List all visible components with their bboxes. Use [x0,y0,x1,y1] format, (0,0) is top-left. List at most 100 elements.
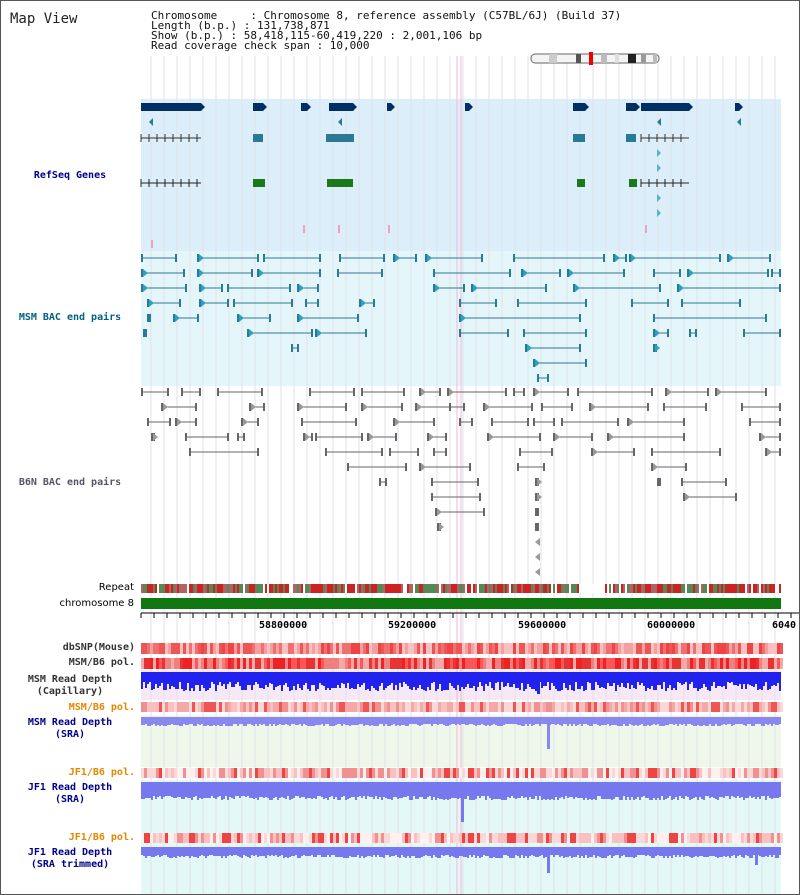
depth-bar [367,717,369,725]
repeat-segment [263,584,265,593]
bac-end [779,284,781,292]
depth-bar [191,717,193,724]
heat-cell [738,658,741,669]
heat-cell [270,643,273,654]
refseq-genes-label[interactable]: RefSeq Genes [33,170,107,181]
depth-bar [765,672,767,682]
depth-bar [357,782,359,797]
depth-bar [461,717,463,724]
heat-cell [210,643,213,654]
depth-bar [495,847,497,858]
repeat-segment [691,584,693,593]
heat-cell [435,833,438,843]
heat-cell [696,702,699,712]
heat-cell [777,643,780,654]
depth-bar [429,782,431,796]
heat-cell [657,768,660,778]
heat-cell [654,768,657,778]
heat-cell [204,833,207,843]
repeat-segment [477,584,479,593]
heat-cell [396,833,399,843]
depth-bar [341,847,343,857]
heat-cell [483,658,486,669]
depth-bar [731,717,733,726]
depth-bar [287,847,289,858]
depth-bar [429,847,431,856]
heat-cell [648,658,651,669]
repeat-segment [193,584,195,593]
repeat-segment [655,584,657,593]
heat-cell [507,768,510,778]
depth-bar [241,847,243,858]
depth-bar [641,672,643,683]
heat-cell [621,643,624,654]
depth-bar [325,782,327,798]
heat-cell [171,768,174,778]
depth-bar [199,717,201,725]
heat-cell [234,658,237,669]
depth-bar [519,672,521,690]
depth-bar [691,672,693,682]
depth-bar [277,672,279,686]
depth-bar [169,782,171,796]
depth-bar [469,672,471,688]
heat-cell [270,768,273,778]
heat-cell [303,702,306,712]
bac-end [445,433,447,441]
bac-end [681,478,683,486]
depth-bar [655,672,657,690]
depth-bar [699,782,701,797]
depth-bar [199,847,201,856]
heat-cell [444,768,447,778]
heat-cell [771,658,774,669]
repeat-label: Repeat [98,582,134,593]
heat-cell [678,643,681,654]
depth-bar [563,847,565,858]
heat-cell [291,702,294,712]
heat-cell [480,643,483,654]
depth-bar [195,672,197,685]
heat-cell [351,768,354,778]
refseq-gene [326,134,354,142]
depth-bar [581,672,583,686]
bac-end [463,403,465,411]
heat-cell [321,643,324,654]
heat-cell [723,658,726,669]
repeat-segment [279,584,281,593]
heat-cell [462,833,465,843]
depth-bar [621,672,623,683]
depth-bar [603,672,605,688]
depth-bar [333,717,335,726]
heat-cell [180,768,183,778]
repeat-segment [301,584,303,593]
depth-bar [397,847,399,857]
heat-cell [780,833,783,843]
depth-bar [595,847,597,858]
depth-bar [335,717,337,725]
depth-bar [475,672,477,691]
depth-bar [403,782,405,797]
heat-cell [747,833,750,843]
msm-bac-label[interactable]: MSM BAC end pairs [18,312,122,323]
depth-bar [271,672,273,684]
heat-cell [219,643,222,654]
depth-bar [377,782,379,799]
b6n-bac-label[interactable]: B6N BAC end pairs [18,477,122,488]
bac-end [469,463,471,471]
depth-bar [347,782,349,799]
heat-cell [198,768,201,778]
depth-bar [683,717,685,724]
heat-cell [672,702,675,712]
heat-cell [402,702,405,712]
depth-bar [467,782,469,796]
heat-cell [327,768,330,778]
heat-cell [516,658,519,669]
heat-cell [627,643,630,654]
heat-cell [417,658,420,669]
heat-cell [666,768,669,778]
depth-bar [715,782,717,799]
heat-cell [222,643,225,654]
bac-end [227,433,229,441]
repeat-segment [687,584,689,593]
